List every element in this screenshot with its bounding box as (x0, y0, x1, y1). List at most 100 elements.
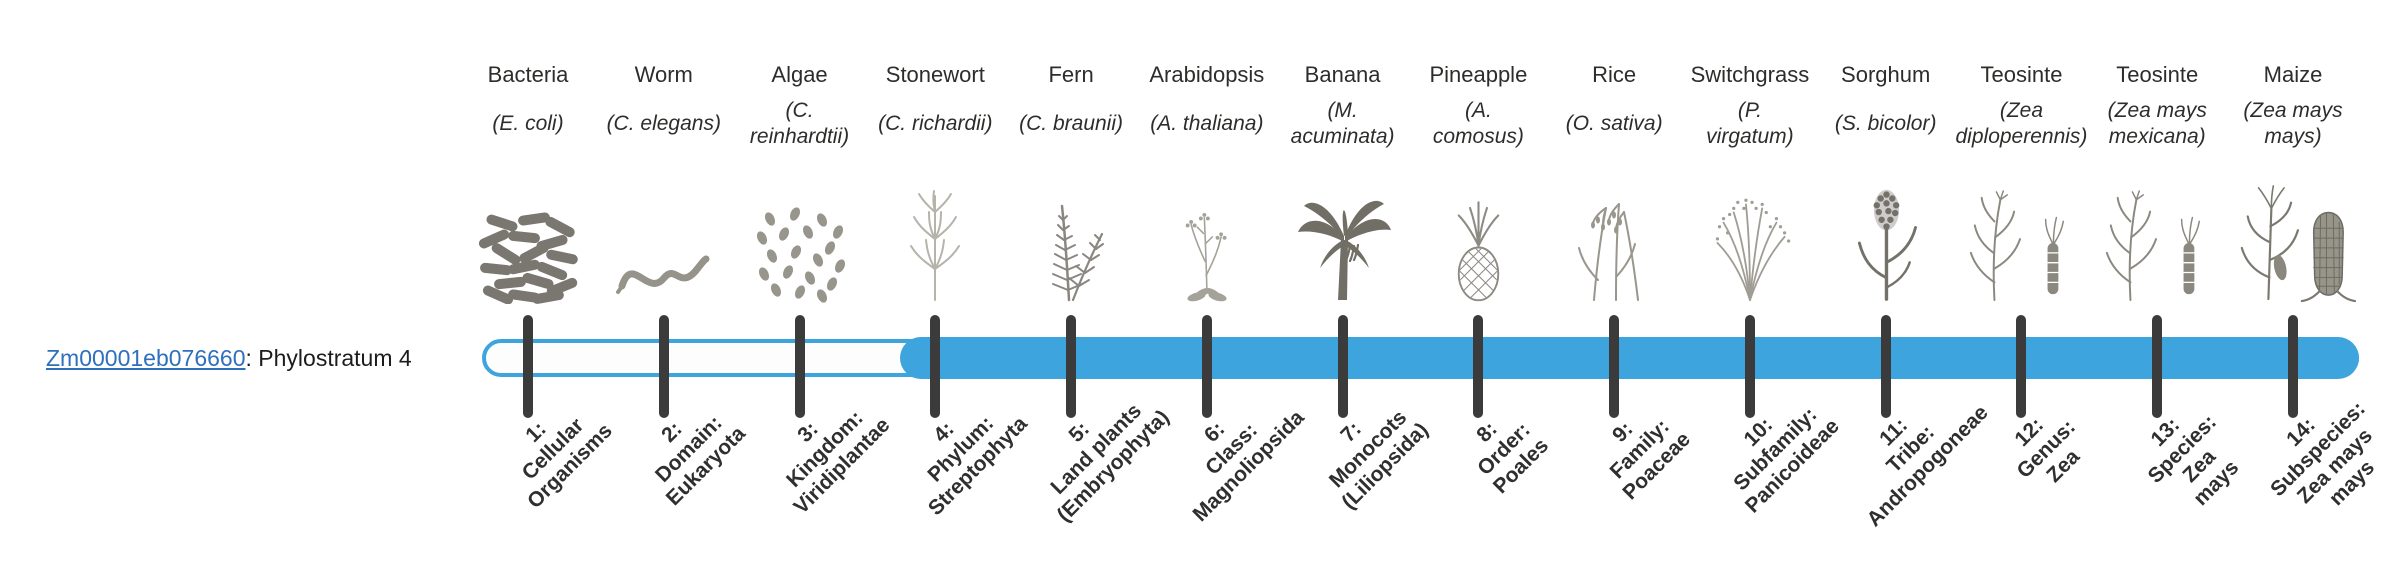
stratum-label-text: 10: Subfamily: Panicoideae (1728, 403, 1844, 518)
stratum-tick (2152, 315, 2163, 418)
phylostrata-track-filled (900, 337, 2359, 379)
banana-icon (1268, 154, 1418, 304)
stratum-label-text: 3: Kingdom: Viridiplantae (781, 406, 895, 519)
stratum-label-text: 4: Phylum: Streptophyta (922, 411, 1032, 520)
teosinte-icon (1946, 154, 2096, 304)
organism-name: Rice (1592, 62, 1637, 87)
gene-phylostratum-text: : Phylostratum 4 (245, 345, 412, 371)
organism-latin-name-text: (Zea diploperennis) (1955, 99, 2088, 148)
organism-column: Banana (M. acuminata) (1268, 62, 1418, 304)
organism-latin-name: (S. bicolor) (1811, 96, 1961, 152)
organism-latin-name: (Zea mays mays) (2218, 96, 2368, 152)
organism-latin-name-text: (S. bicolor) (1834, 112, 1937, 135)
arabidopsis-icon (1132, 154, 1282, 304)
organism-name: Bacteria (487, 62, 569, 87)
stratum-label-text: 13: Species: Zea mays (2143, 410, 2244, 511)
organism-column: Bacteria (E. coli) (453, 62, 603, 304)
organism-latin-name-text: (E. coli) (492, 112, 564, 135)
teosinte2-icon (2082, 154, 2232, 304)
organism-column: Worm (C. elegans) (589, 62, 739, 304)
organism-latin-name: (C. reinhardtii) (725, 96, 875, 152)
organism-column: Switchgrass (P. virgatum) (1675, 62, 1825, 304)
organism-latin-name: (O. sativa) (1539, 96, 1689, 152)
organism-latin-name-text: (O. sativa) (1565, 112, 1663, 135)
sorghum-icon (1811, 154, 1961, 304)
stratum-tick (1066, 315, 1077, 418)
organism-name: Sorghum (1841, 62, 1931, 87)
organism-latin-name-text: (A. thaliana) (1150, 112, 1264, 135)
organism-latin-name: (A. comosus) (1403, 96, 1553, 152)
stratum-label-text: 5: Land plants (Embryophyta) (1046, 399, 1174, 527)
organism-latin-name: (C. elegans) (589, 96, 739, 152)
organism-column: Maize (Zea mays mays) (2218, 62, 2368, 304)
organism-latin-name: (E. coli) (453, 96, 603, 152)
stratum-tick (930, 315, 941, 418)
stratum-label-text: 11: Tribe: Andropogoneae (1862, 401, 1993, 532)
organism-latin-name: (C. richardii) (860, 96, 1010, 152)
stratum-tick (658, 315, 669, 418)
organism-latin-name: (Zea mays mexicana) (2082, 96, 2232, 152)
organism-column: Teosinte (Zea diploperennis) (1946, 62, 2096, 304)
stratum-tick (1473, 315, 1484, 418)
organism-latin-name: (Zea diploperennis) (1946, 96, 2096, 152)
switchgrass-icon (1675, 154, 1825, 304)
organism-latin-name-text: (P. virgatum) (1706, 99, 1794, 148)
organism-latin-name: (P. virgatum) (1675, 96, 1825, 152)
organism-column: Fern (C. braunii) (996, 62, 1146, 304)
organism-column: Algae (C. reinhardtii) (725, 62, 875, 304)
organism-latin-name: (C. braunii) (996, 96, 1146, 152)
organism-column: Rice (O. sativa) (1539, 62, 1689, 304)
organism-latin-name-text: (C. reinhardtii) (749, 99, 850, 148)
stratum-tick (1201, 315, 1212, 418)
stratum-tick (2288, 315, 2298, 418)
stratum-tick (1609, 315, 1620, 418)
organism-latin-name-text: (C. elegans) (606, 112, 721, 135)
organism-name: Arabidopsis (1149, 62, 1265, 87)
organism-column: Teosinte (Zea mays mexicana) (2082, 62, 2232, 304)
stratum-label-text: 1: Cellular Organisms (517, 413, 617, 513)
organism-latin-name-text: (C. richardii) (878, 112, 993, 135)
stratum-tick (1744, 315, 1755, 418)
stonewort-icon (860, 154, 1010, 304)
organism-column: Pineapple (A. comosus) (1403, 62, 1553, 304)
organism-name: Banana (1304, 62, 1381, 87)
organism-latin-name-text: (A. comosus) (1432, 99, 1524, 148)
stratum-label-text: 7: Monocots (Liliopsida) (1324, 405, 1433, 514)
organism-latin-name-text: (C. braunii) (1019, 112, 1124, 135)
pineapple-icon (1403, 154, 1553, 304)
organism-name: Algae (771, 62, 828, 87)
stratum-label-text: 9: Family: Poaceae (1605, 414, 1695, 505)
organism-column: Sorghum (S. bicolor) (1811, 62, 1961, 304)
stratum-tick (2016, 315, 2027, 418)
fern-icon (996, 154, 1146, 304)
organism-latin-name-text: (M. acuminata) (1290, 99, 1395, 148)
gene-link[interactable]: Zm00001eb076660 (46, 345, 246, 371)
organism-latin-name: (M. acuminata) (1268, 96, 1418, 152)
stratum-tick (523, 315, 533, 418)
maize-icon (2218, 154, 2368, 304)
organism-column: Stonewort (C. richardii) (860, 62, 1010, 304)
bacteria-icon (453, 154, 603, 304)
gene-label: Zm00001eb076660: Phylostratum 4 (46, 345, 412, 372)
organism-name: Teosinte (2116, 62, 2199, 87)
stratum-tick (1880, 315, 1891, 418)
organism-name: Fern (1048, 62, 1094, 87)
algae-icon (725, 154, 875, 304)
organism-latin-name-text: (Zea mays mexicana) (2107, 99, 2207, 148)
organism-name: Pineapple (1429, 62, 1528, 87)
organism-column: Arabidopsis (A. thaliana) (1132, 62, 1282, 304)
stratum-tick (794, 315, 805, 418)
organism-latin-name: (A. thaliana) (1132, 96, 1282, 152)
stratum-label-text: 14: Subspecies: Zea mays mays (2266, 397, 2380, 511)
stratum-label-text: 2: Domain: Eukaryota (651, 411, 750, 511)
stratum-label-text: 12: Genus: Zea (2010, 413, 2085, 487)
organism-name: Switchgrass (1690, 62, 1810, 87)
organism-name: Worm (634, 62, 693, 87)
stratum-label-text: 6: Class: Magnoliopsida (1188, 405, 1310, 527)
organism-name: Maize (2263, 62, 2323, 87)
rice-icon (1539, 154, 1689, 304)
stratum-tick (1337, 315, 1348, 418)
organism-name: Teosinte (1980, 62, 2063, 87)
worm-icon (589, 154, 739, 304)
